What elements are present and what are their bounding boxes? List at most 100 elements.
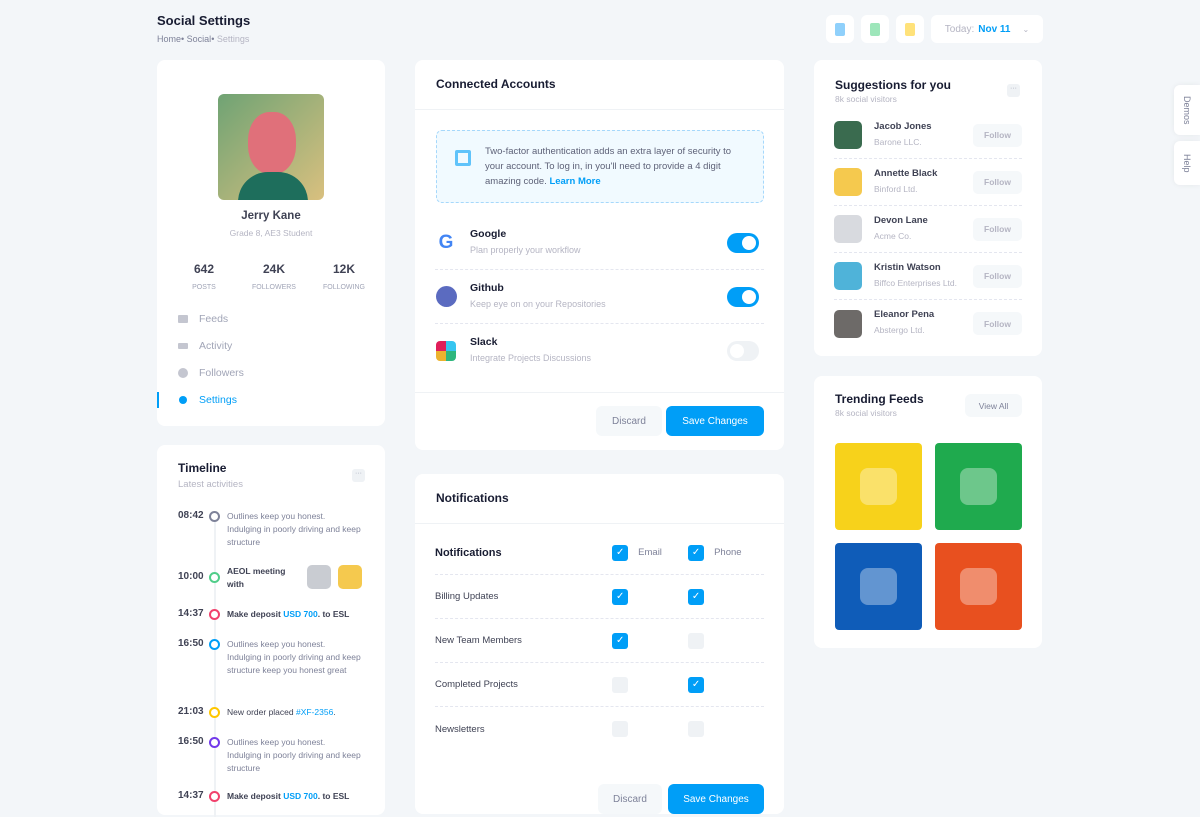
nav-followers[interactable]: Followers xyxy=(157,359,385,386)
person-company: Barone LLC. xyxy=(874,136,922,147)
doc-add-button[interactable] xyxy=(861,15,889,43)
avatar xyxy=(834,215,862,243)
person-name: Kristin Watson xyxy=(874,261,941,273)
doc-check-button[interactable] xyxy=(826,15,854,43)
suggestions-card: Suggestions for you 8k social visitors ·… xyxy=(814,60,1042,356)
profile-subtitle: Grade 8, AE3 Student xyxy=(229,228,313,238)
person-company: Biffco Enterprises Ltd. xyxy=(874,277,957,288)
connected-accounts-card: Connected Accounts Two-factor authentica… xyxy=(415,60,784,450)
timeline-dot-icon xyxy=(209,791,220,802)
date-picker[interactable]: Today: Nov 11 ⌄ xyxy=(931,15,1043,43)
deposit-link[interactable]: USD 700 xyxy=(283,791,318,801)
follow-button[interactable]: Follow xyxy=(973,264,1022,288)
today-value: Nov 11 xyxy=(978,23,1011,35)
connected-accounts-title: Connected Accounts xyxy=(436,77,556,91)
timeline-card: Timeline Latest activities ··· 08:42 Outl… xyxy=(157,445,385,817)
trending-feed-image[interactable] xyxy=(935,443,1022,530)
suggestions-title: Suggestions for you xyxy=(835,78,952,92)
person-company: Abstergo Ltd. xyxy=(874,325,925,335)
suggestions-subtitle: 8k social visitors xyxy=(835,94,897,104)
nav-settings[interactable]: Settings xyxy=(157,386,385,413)
timeline-item: 16:50 Outlines keep you honest. Indulging… xyxy=(178,736,361,773)
timeline-dot-icon xyxy=(209,609,220,620)
phone-checkbox[interactable] xyxy=(688,632,705,649)
help-tab[interactable]: Help xyxy=(1174,141,1200,185)
timeline-line xyxy=(214,517,216,817)
github-icon xyxy=(435,286,457,308)
person-name: Jacob Jones xyxy=(874,120,932,132)
google-icon: G xyxy=(438,231,454,253)
trending-subtitle: 8k social visitors xyxy=(835,408,897,418)
timeline-item: 14:37 Make deposit USD 700. to ESL xyxy=(178,790,350,802)
demos-tab[interactable]: Demos xyxy=(1174,85,1200,135)
stat-following: 12K FOLLOWING xyxy=(322,262,365,291)
notifications-title: Notifications xyxy=(436,491,509,505)
trending-feed-image[interactable] xyxy=(935,543,1022,630)
save-changes-button[interactable]: Save Changes xyxy=(666,406,764,436)
email-checkbox[interactable]: ✓ xyxy=(612,632,629,649)
account-github: Github Keep eye on on your Repositories xyxy=(435,270,764,324)
doc-notes-button[interactable] xyxy=(896,15,924,43)
order-link[interactable]: #XF-2356 xyxy=(295,707,334,717)
timeline-dot-icon xyxy=(209,707,220,718)
gear-icon xyxy=(179,395,187,404)
view-all-button[interactable]: View All xyxy=(965,394,1022,417)
google-toggle[interactable] xyxy=(727,232,759,253)
save-changes-button[interactable]: Save Changes xyxy=(668,784,764,814)
timeline-dot-icon xyxy=(209,511,220,522)
follow-button[interactable]: Follow xyxy=(973,217,1022,241)
timeline-item: 14:37 Make deposit USD 700. to ESL xyxy=(178,608,350,620)
more-menu-button[interactable]: ··· xyxy=(352,469,365,482)
timeline-dot-icon xyxy=(209,737,220,748)
timeline-subtitle: Latest activities xyxy=(178,479,243,490)
phone-checkbox[interactable]: ✓ xyxy=(688,588,705,605)
avatar xyxy=(834,168,862,196)
breadcrumb-home[interactable]: Home xyxy=(157,34,182,44)
nav-activity[interactable]: Activity xyxy=(157,332,385,359)
slack-toggle[interactable] xyxy=(727,341,759,361)
follow-button[interactable]: Follow xyxy=(973,312,1022,335)
file-check-icon xyxy=(835,22,845,36)
nav-feeds[interactable]: Feeds xyxy=(157,305,385,332)
avatar xyxy=(834,262,862,290)
follow-button[interactable]: Follow xyxy=(973,170,1022,194)
person-company: Acme Co. xyxy=(874,230,912,241)
notification-row: New Team Members ✓ xyxy=(435,619,764,663)
profile-name: Jerry Kane xyxy=(241,210,301,222)
notification-label: New Team Members xyxy=(435,635,522,646)
avatar xyxy=(834,121,862,149)
phone-all-checkbox[interactable]: ✓ xyxy=(688,544,705,561)
discard-button[interactable]: Discard xyxy=(598,784,662,814)
follow-button[interactable]: Follow xyxy=(973,123,1022,147)
suggestion-item: Kristin Watson Biffco Enterprises Ltd. Fo… xyxy=(834,253,1022,300)
learn-more-link[interactable]: Learn More xyxy=(549,176,601,187)
suggestion-item: Annette Black Binford Ltd. Follow xyxy=(834,159,1022,206)
account-slack: Slack Integrate Projects Discussions xyxy=(435,324,764,378)
suggestion-item: Eleanor Pena Abstergo Ltd. Follow xyxy=(834,300,1022,347)
stat-followers: 24K FOLLOWERS xyxy=(252,262,296,291)
email-all-checkbox[interactable]: ✓ xyxy=(612,544,629,561)
more-menu-button[interactable]: ··· xyxy=(1007,84,1020,97)
chevron-down-icon: ⌄ xyxy=(1022,24,1030,34)
phone-checkbox[interactable]: ✓ xyxy=(688,676,705,693)
notifications-card: Notifications Notifications ✓ Email ✓ Phon… xyxy=(415,474,784,814)
breadcrumb-settings: Settings xyxy=(216,34,250,44)
slack-icon xyxy=(435,340,457,362)
trending-feed-image[interactable] xyxy=(835,443,922,530)
avatar xyxy=(834,309,862,338)
attendee-avatar xyxy=(338,565,362,589)
github-toggle[interactable] xyxy=(727,286,759,307)
phone-checkbox[interactable] xyxy=(688,721,705,737)
avatar xyxy=(218,94,324,200)
discard-button[interactable]: Discard xyxy=(596,406,662,436)
email-checkbox[interactable] xyxy=(612,721,629,737)
trending-feed-image[interactable] xyxy=(835,543,922,630)
account-google: G Google Plan properly your workflow xyxy=(435,216,764,270)
breadcrumb-social[interactable]: Social xyxy=(186,34,212,44)
email-checkbox[interactable] xyxy=(612,676,629,693)
deposit-link[interactable]: USD 700 xyxy=(283,609,318,619)
email-checkbox[interactable]: ✓ xyxy=(612,588,629,605)
suggestion-item: Jacob Jones Barone LLC. Follow xyxy=(834,112,1022,159)
notification-row: Newsletters xyxy=(435,707,764,751)
timeline-title: Timeline xyxy=(178,461,227,475)
